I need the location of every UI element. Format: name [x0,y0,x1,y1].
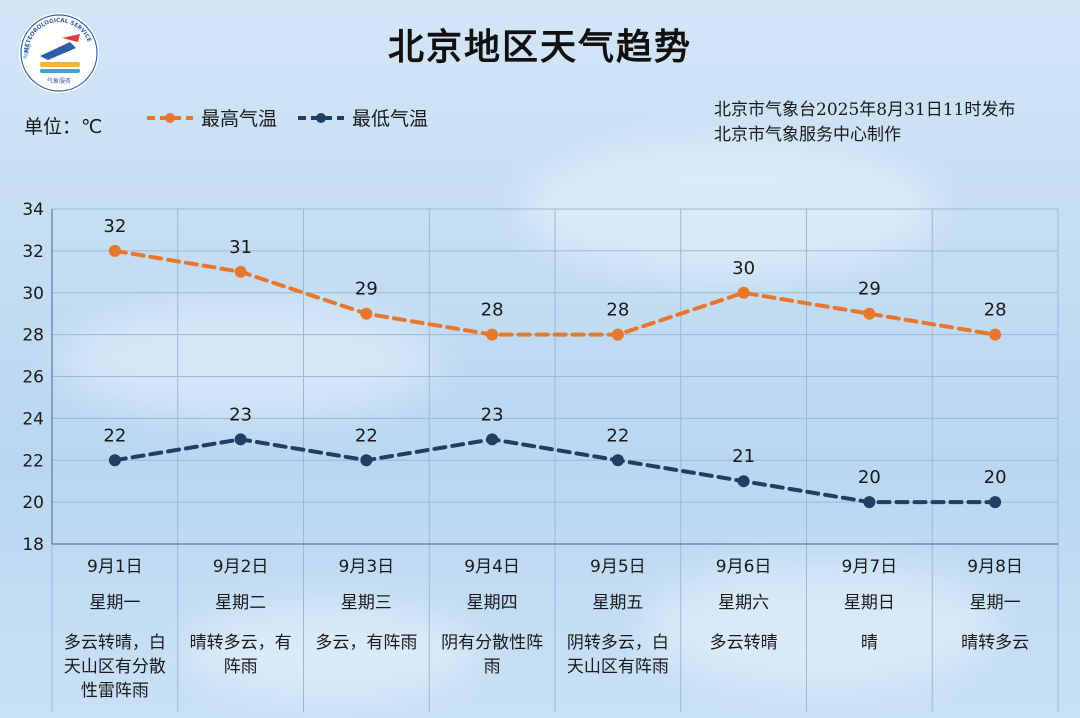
y-tick-label: 20 [22,493,44,513]
weather-description: 多云转晴，白天山区有分散性雷阵雨 [63,633,166,701]
low-temp-data-label: 20 [858,467,881,488]
x-tick-label-date: 9月7日 [841,557,898,577]
high-temp-data-label: 28 [606,300,629,321]
low-temp-data-label: 22 [355,425,378,446]
weather-description: 多云转晴 [709,633,778,653]
x-tick-label-date: 9月5日 [590,557,646,577]
x-tick-label-date: 9月4日 [464,557,520,577]
legend-high-swatch [147,112,193,123]
weekday-label: 星期一 [969,593,1021,613]
x-tick-label-date: 9月8日 [967,557,1023,577]
high-temp-point [737,286,750,299]
legend-low-temp: 最低气温 [296,104,428,131]
low-temp-point [234,433,247,446]
high-temp-data-label: 30 [732,258,755,279]
logo-text-side: BEIJING [22,43,32,59]
high-temp-point [108,244,121,257]
weekday-label: 星期二 [215,593,267,613]
low-temp-data-label: 22 [103,425,126,446]
y-tick-label: 28 [22,326,44,346]
weather-description: 晴转多云 [961,633,1030,653]
low-temp-point [863,496,876,509]
high-temp-data-label: 28 [984,300,1007,321]
high-temp-point [611,328,624,341]
legend-low-swatch [298,112,344,123]
chart-title: 北京地区天气趋势 [387,27,692,68]
high-temp-point [486,328,499,341]
weather-description: 晴转多云，有阵雨 [189,633,292,677]
x-tick-label-date: 9月1日 [87,557,143,577]
low-temp-point [611,454,624,467]
y-tick-label: 32 [22,242,44,262]
weather-description: 晴 [860,633,878,653]
low-temp-data-label: 23 [229,404,252,425]
high-temp-data-label: 32 [103,216,126,237]
y-tick-label: 34 [22,200,44,220]
weather-description: 阴有分散性阵雨 [441,633,544,677]
high-temp-point [360,307,373,320]
weekday-label: 星期日 [843,593,895,613]
weather-description: 多云，有阵雨 [315,633,418,653]
low-temp-data-label: 21 [732,446,755,467]
high-temp-point [989,328,1002,341]
weekday-label: 星期五 [592,593,644,613]
y-tick-label: 22 [22,451,44,471]
high-temp-point [863,307,876,320]
high-temp-data-label: 31 [229,237,252,258]
low-temp-data-label: 20 [984,467,1007,488]
meteorological-service-logo: METEOROLOGICAL SERVICE BEIJING 气象服务 [19,13,99,93]
low-temp-point [989,496,1002,509]
legend-low-label: 最低气温 [352,108,429,130]
weekday-label: 星期六 [718,593,770,613]
unit-label: 单位：℃ [24,116,103,138]
legend-high-label: 最高气温 [201,108,278,130]
high-temp-data-label: 29 [355,279,378,300]
high-temp-data-label: 29 [858,279,881,300]
x-tick-label-date: 9月2日 [212,557,269,577]
x-tick-label-date: 9月6日 [715,557,772,577]
low-temp-data-label: 22 [606,425,629,446]
x-tick-label-date: 9月3日 [338,557,395,577]
y-tick-label: 26 [22,368,44,388]
high-temp-data-label: 28 [481,300,504,321]
high-temp-point [234,265,247,278]
logo-text-bottom: 气象服务 [47,77,71,85]
issuer-line-2: 北京市气象服务中心制作 [714,125,901,145]
weather-description: 阴转多云，白天山区有阵雨 [566,633,669,677]
y-tick-label: 24 [22,409,44,429]
weekday-label: 星期四 [466,593,518,613]
weekday-label: 星期一 [89,593,141,613]
legend-high-temp: 最高气温 [145,104,277,131]
weekday-label: 星期三 [340,593,392,613]
y-tick-label: 30 [22,284,44,304]
low-temp-point [108,454,121,467]
low-temp-point [360,454,373,467]
low-temp-point [486,433,499,446]
low-temp-point [737,475,750,488]
y-tick-label: 18 [22,535,44,555]
low-temp-data-label: 23 [481,404,504,425]
issuer-line-1: 北京市气象台2025年8月31日11时发布 [714,100,1016,120]
low-temp-line [112,437,998,505]
high-temp-line [112,248,998,337]
